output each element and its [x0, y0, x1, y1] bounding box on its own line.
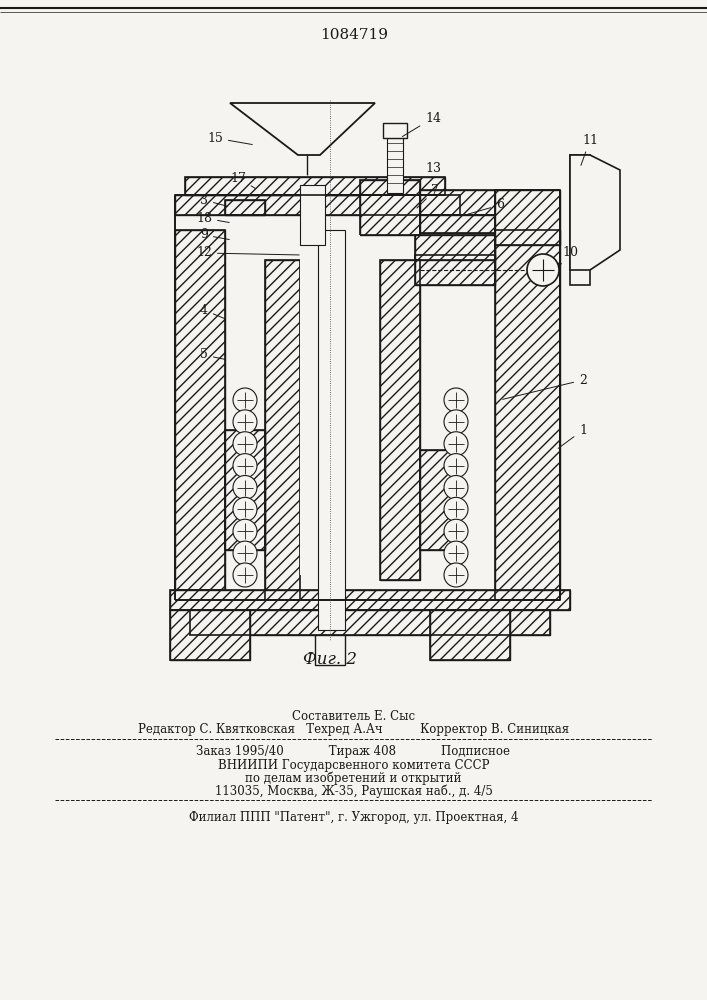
Circle shape	[233, 388, 257, 412]
Bar	[175, 230, 225, 590]
Bar	[360, 180, 420, 235]
Circle shape	[233, 454, 257, 478]
Bar	[495, 230, 560, 600]
Bar	[383, 123, 407, 138]
Bar	[318, 230, 345, 630]
Circle shape	[444, 432, 468, 456]
Bar	[420, 450, 455, 550]
Bar	[380, 260, 420, 580]
Bar	[420, 450, 455, 550]
Text: 11: 11	[581, 133, 598, 165]
Text: по делам изобретений и открытий: по делам изобретений и открытий	[245, 771, 462, 785]
Bar	[430, 610, 510, 660]
Bar	[420, 215, 495, 233]
Circle shape	[233, 541, 257, 565]
Polygon shape	[230, 103, 375, 155]
Text: Филиал ППП "Патент", г. Ужгород, ул. Проектная, 4: Филиал ППП "Патент", г. Ужгород, ул. Про…	[189, 812, 518, 824]
Bar	[175, 195, 460, 215]
Circle shape	[444, 388, 468, 412]
Bar	[190, 610, 550, 635]
Text: 7: 7	[417, 184, 439, 208]
Circle shape	[444, 476, 468, 499]
Bar	[175, 195, 460, 215]
Bar	[495, 190, 560, 245]
Circle shape	[444, 497, 468, 521]
Text: Редактор С. Квятковская   Техред А.Ач          Корректор В. Синицкая: Редактор С. Квятковская Техред А.Ач Корр…	[138, 722, 569, 736]
Text: 1: 1	[559, 424, 587, 448]
Circle shape	[233, 497, 257, 521]
Bar	[495, 230, 560, 600]
Bar	[175, 230, 225, 590]
Circle shape	[444, 541, 468, 565]
Text: 6: 6	[467, 198, 504, 214]
Bar	[190, 610, 550, 635]
Bar	[387, 138, 403, 193]
Bar	[170, 610, 250, 660]
Circle shape	[444, 519, 468, 543]
Text: 15: 15	[207, 131, 252, 145]
Bar	[420, 190, 495, 215]
Bar	[380, 260, 420, 580]
Bar	[225, 430, 265, 550]
Circle shape	[233, 476, 257, 499]
Bar	[170, 590, 570, 610]
Bar	[170, 610, 250, 660]
Bar	[415, 255, 495, 285]
Text: 5: 5	[200, 349, 226, 361]
Text: Фиг. 2: Фиг. 2	[303, 652, 357, 668]
Circle shape	[527, 254, 559, 286]
Text: 18: 18	[196, 212, 229, 225]
Circle shape	[233, 519, 257, 543]
Text: Заказ 1995/40            Тираж 408            Подписное: Заказ 1995/40 Тираж 408 Подписное	[197, 746, 510, 758]
Bar	[300, 185, 325, 245]
Circle shape	[444, 563, 468, 587]
Bar	[185, 177, 445, 195]
Bar	[170, 590, 570, 610]
Text: 14: 14	[402, 111, 441, 137]
Text: 2: 2	[503, 373, 587, 399]
Bar	[265, 260, 300, 600]
Bar	[420, 190, 495, 215]
Bar	[495, 190, 560, 245]
Text: 1084719: 1084719	[320, 28, 388, 42]
Circle shape	[233, 563, 257, 587]
Circle shape	[444, 454, 468, 478]
Text: 17: 17	[230, 172, 256, 189]
Bar	[225, 200, 265, 215]
Circle shape	[233, 410, 257, 434]
Bar	[415, 235, 495, 260]
Bar	[420, 215, 495, 233]
Text: 4: 4	[200, 304, 226, 319]
Text: 113035, Москва, Ж-35, Раушская наб., д. 4/5: 113035, Москва, Ж-35, Раушская наб., д. …	[214, 784, 493, 798]
Text: ВНИИПИ Государсвенного комитета СССР: ВНИИПИ Государсвенного комитета СССР	[218, 758, 489, 772]
Text: 13: 13	[410, 161, 441, 190]
Bar	[185, 177, 445, 195]
Bar	[225, 430, 265, 550]
Bar	[315, 635, 345, 665]
Bar	[430, 610, 510, 660]
Text: 10: 10	[560, 245, 578, 266]
Bar	[360, 180, 420, 235]
Bar	[415, 235, 495, 260]
Bar	[415, 255, 495, 285]
Bar	[300, 260, 380, 600]
Polygon shape	[570, 155, 620, 270]
Text: 3: 3	[200, 194, 228, 207]
Circle shape	[444, 410, 468, 434]
Text: Составитель Е. Сыс: Составитель Е. Сыс	[292, 710, 415, 722]
Circle shape	[233, 432, 257, 456]
Text: 9: 9	[200, 229, 229, 241]
Text: 12: 12	[196, 246, 299, 259]
Bar	[570, 155, 590, 285]
Bar	[265, 260, 300, 600]
Bar	[225, 200, 265, 215]
Bar	[300, 235, 360, 575]
